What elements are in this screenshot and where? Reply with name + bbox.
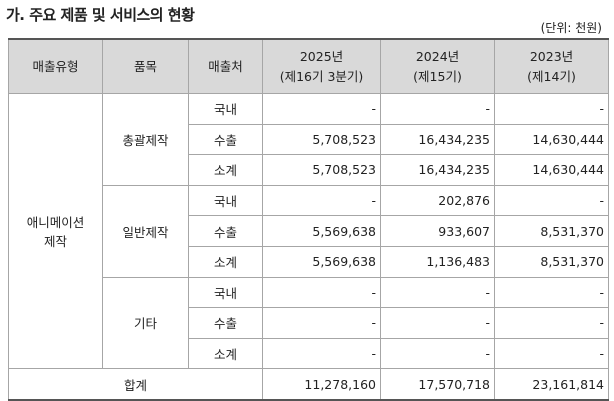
header-cell: 2024년 (제15기) xyxy=(380,38,495,94)
amount-cell: - xyxy=(262,184,381,217)
channel-cell: 국내 xyxy=(188,93,263,125)
amount-cell: - xyxy=(380,93,495,125)
header-line: (제16기 3분기) xyxy=(279,68,364,84)
amount-cell: - xyxy=(380,276,495,309)
type-line: 제작 xyxy=(43,234,67,250)
amount-cell: 1,136,483 xyxy=(380,245,495,278)
amount-cell: 8,531,370 xyxy=(494,215,609,247)
channel-cell: 소계 xyxy=(188,337,263,370)
amount-cell: - xyxy=(494,276,609,309)
amount-cell: 202,876 xyxy=(380,184,495,217)
header-cell: 매출유형 xyxy=(8,38,103,94)
data-row: 수출 - - - xyxy=(9,307,609,339)
amount-cell: - xyxy=(380,307,495,339)
amount-cell: - xyxy=(262,307,381,339)
header-line: (제15기) xyxy=(413,68,462,84)
amount-cell: 5,569,638 xyxy=(262,245,381,278)
header-line: 매출처 xyxy=(208,58,243,74)
amount-cell: 933,607 xyxy=(380,215,495,247)
amount-cell: 5,708,523 xyxy=(262,154,381,186)
amount-cell: 8,531,370 xyxy=(494,245,609,278)
header-line: 2024년 xyxy=(415,48,460,64)
total-amount: 17,570,718 xyxy=(380,368,495,401)
amount-cell: - xyxy=(494,93,609,125)
data-row: 소계 - - - xyxy=(9,337,609,370)
amount-cell: 14,630,444 xyxy=(494,123,609,156)
amount-cell: - xyxy=(380,337,495,370)
header-line: (제14기) xyxy=(527,68,576,84)
data-row: 일반제작 국내 -202,876- xyxy=(9,184,609,278)
amount-cell: 14,630,444 xyxy=(494,154,609,186)
channel-cell: 수출 xyxy=(188,123,263,156)
total-amount: 11,278,160 xyxy=(262,368,381,401)
amount-cell: 16,434,235 xyxy=(380,154,495,186)
type-line: 애니메이션 xyxy=(26,215,85,231)
channel-cell: 국내 xyxy=(188,276,263,309)
data-row: 애니메이션 제작 총괄제작 국내 - - - xyxy=(8,92,609,370)
channel-cell: 수출 xyxy=(188,215,263,247)
product-table: 매출유형 품목 매출처 2025년 (제16기 3분기) 2024년 (제15기) 2023년… xyxy=(8,38,609,401)
channel-cell: 소계 xyxy=(188,154,263,186)
item-cell: 일반제작 xyxy=(102,184,189,278)
item-cell: 총괄제작 xyxy=(102,93,189,186)
amount-cell: - xyxy=(262,276,381,309)
data-row: 수출 5,569,638 933,607 8,531,370 xyxy=(9,215,609,247)
total-row: 합계 11,278,160 17,570,718 23,161,814 xyxy=(8,368,609,401)
header-cell: 2023년 (제14기) xyxy=(494,38,609,94)
total-amount: 23,161,814 xyxy=(494,368,609,401)
unit-note: (단위: 천원) xyxy=(540,21,602,35)
data-row: 소계 5,569,638 1,136,483 8,531,370 xyxy=(9,245,609,278)
amount-cell: 16,434,235 xyxy=(380,123,495,156)
amount-cell: - xyxy=(262,93,381,125)
amount-cell: 5,569,638 xyxy=(262,215,381,247)
data-row: 수출 5,708,523 16,434,235 14,630,444 xyxy=(9,123,609,156)
header-cell: 2025년 (제16기 3분기) xyxy=(262,38,381,94)
channel-cell: 소계 xyxy=(188,245,263,278)
channel-cell: 수출 xyxy=(188,307,263,339)
item-cell: 기타 xyxy=(102,276,189,370)
section-title: 가. 주요 제품 및 서비스의 현황 xyxy=(6,6,195,24)
amount-cell: - xyxy=(494,307,609,339)
header-cell: 품목 xyxy=(102,38,189,94)
amount-cell: - xyxy=(494,184,609,217)
amount-cell: 5,708,523 xyxy=(262,123,381,156)
header-line: 매출유형 xyxy=(32,58,79,74)
header-line: 2023년 xyxy=(529,48,574,64)
amount-cell: - xyxy=(262,337,381,370)
channel-cell: 국내 xyxy=(188,184,263,217)
header-cell: 매출처 xyxy=(188,38,263,94)
header-row: 매출유형 품목 매출처 2025년 (제16기 3분기) 2024년 (제15기) 2023년… xyxy=(8,38,609,94)
data-row: 소계 5,708,523 16,434,235 14,630,444 xyxy=(9,154,609,186)
total-label: 합계 xyxy=(8,368,263,401)
amount-cell: - xyxy=(494,337,609,370)
header-line: 2025년 xyxy=(299,48,344,64)
header-line: 품목 xyxy=(133,58,157,74)
